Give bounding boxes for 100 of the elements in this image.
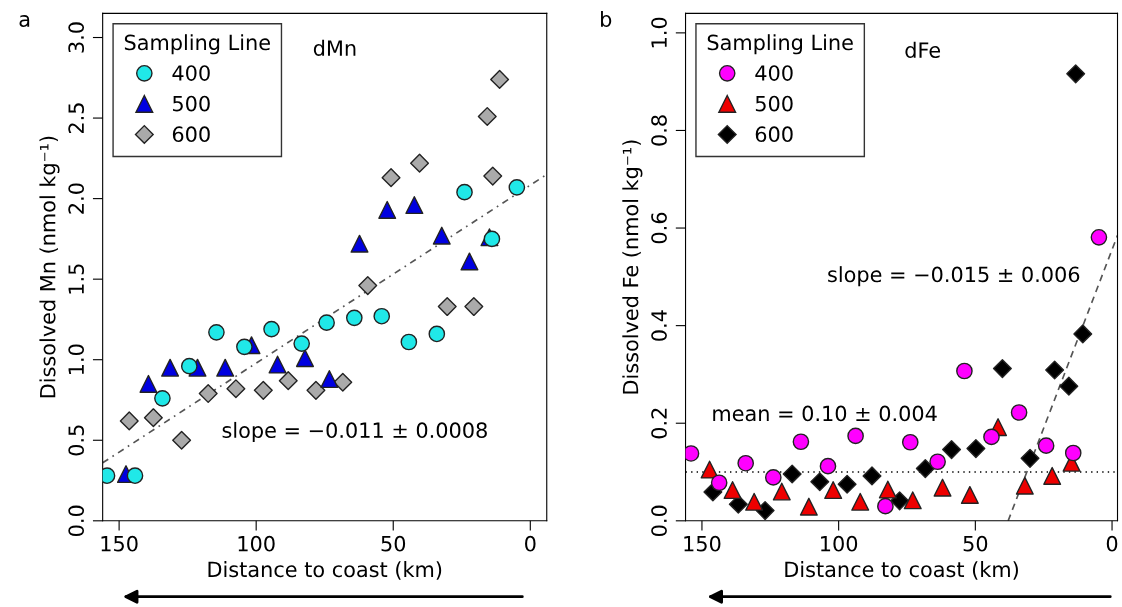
point <box>1020 448 1040 468</box>
point <box>400 333 418 351</box>
point <box>226 379 246 399</box>
y-tick-label: 1.5 <box>68 264 85 294</box>
point <box>253 380 273 400</box>
point <box>293 335 311 352</box>
point <box>878 480 897 499</box>
point <box>792 433 810 451</box>
point <box>381 168 401 188</box>
annotation: slope = −0.015 ± 0.006 <box>828 266 1080 287</box>
point <box>477 106 497 126</box>
point <box>877 497 894 515</box>
point <box>350 234 369 253</box>
point <box>966 439 986 459</box>
point <box>723 481 742 500</box>
y-tick-label: 2.5 <box>68 103 85 134</box>
point <box>464 297 484 317</box>
point <box>358 276 378 296</box>
point <box>903 491 922 510</box>
point <box>295 349 314 368</box>
point <box>278 371 298 391</box>
point <box>710 474 728 492</box>
point <box>161 358 180 377</box>
y-tick-label: 0.4 <box>651 310 667 341</box>
point <box>320 370 339 389</box>
x-tick-label: 100 <box>238 535 275 552</box>
x-axis-title: Distance to coast (km) <box>785 561 1018 580</box>
point <box>263 320 280 338</box>
point <box>410 153 430 173</box>
x-tick-label: 0 <box>525 535 536 552</box>
point <box>1064 444 1082 462</box>
point <box>929 453 946 471</box>
annotation: slope = −0.011 ± 0.0008 <box>222 421 487 443</box>
x-tick-label: 50 <box>381 535 406 552</box>
point <box>1090 228 1108 246</box>
point <box>810 472 830 492</box>
x-axis-title: Distance to coast (km) <box>208 561 442 580</box>
point <box>901 433 919 451</box>
legend-label: 500 <box>755 95 793 112</box>
y-tick-label: 0.6 <box>651 212 667 244</box>
point <box>432 226 451 245</box>
y-tick-label: 0.2 <box>651 408 667 439</box>
point <box>333 372 353 392</box>
y-tick-label: 0.8 <box>651 115 667 146</box>
point <box>837 474 857 494</box>
point <box>268 355 287 374</box>
point <box>143 408 163 428</box>
legend-label: 500 <box>173 95 210 112</box>
point <box>1045 360 1065 380</box>
point <box>1059 376 1079 396</box>
y-tick-label: 2.0 <box>68 183 85 214</box>
legend-label: 400 <box>172 65 210 81</box>
point <box>772 482 791 501</box>
point <box>172 430 192 450</box>
point <box>992 359 1012 379</box>
point <box>490 69 510 89</box>
annotation: dMn <box>313 39 356 56</box>
point <box>456 183 473 201</box>
y-tick-label: 1.0 <box>68 344 85 374</box>
point <box>942 440 962 460</box>
point <box>851 492 870 511</box>
point <box>915 459 935 479</box>
point <box>824 481 843 500</box>
y-axis-title: Dissolved Mn (nmol kg⁻¹) <box>39 136 60 398</box>
point <box>306 380 326 400</box>
point <box>933 478 952 497</box>
point <box>508 179 526 196</box>
legend-title: Sampling Line <box>707 34 853 55</box>
y-tick-label: 0.5 <box>68 425 85 456</box>
x-tick-label: 50 <box>963 535 988 552</box>
x-tick-label: 0 <box>1106 535 1118 552</box>
point <box>1073 324 1093 344</box>
point <box>1015 476 1034 495</box>
x-tick-label: 100 <box>821 535 858 552</box>
point <box>890 491 910 511</box>
point <box>119 411 139 431</box>
point <box>782 464 802 484</box>
point <box>983 428 1000 446</box>
y-tick-label: 0.0 <box>68 505 85 536</box>
point <box>737 454 755 472</box>
point <box>154 390 171 407</box>
point <box>862 466 882 486</box>
point <box>373 307 391 325</box>
point <box>378 200 397 219</box>
point <box>126 467 144 485</box>
point <box>960 485 979 504</box>
point <box>216 358 235 377</box>
point <box>700 460 719 479</box>
point <box>428 325 446 343</box>
point <box>180 357 198 375</box>
point <box>198 384 218 404</box>
point <box>208 323 225 341</box>
point <box>460 252 479 271</box>
point <box>437 297 457 317</box>
point <box>236 338 253 356</box>
text: a <box>19 15 30 28</box>
legend-label: 400 <box>755 65 793 81</box>
legend-label: 600 <box>172 126 210 143</box>
point <box>819 457 837 475</box>
point <box>139 374 158 393</box>
